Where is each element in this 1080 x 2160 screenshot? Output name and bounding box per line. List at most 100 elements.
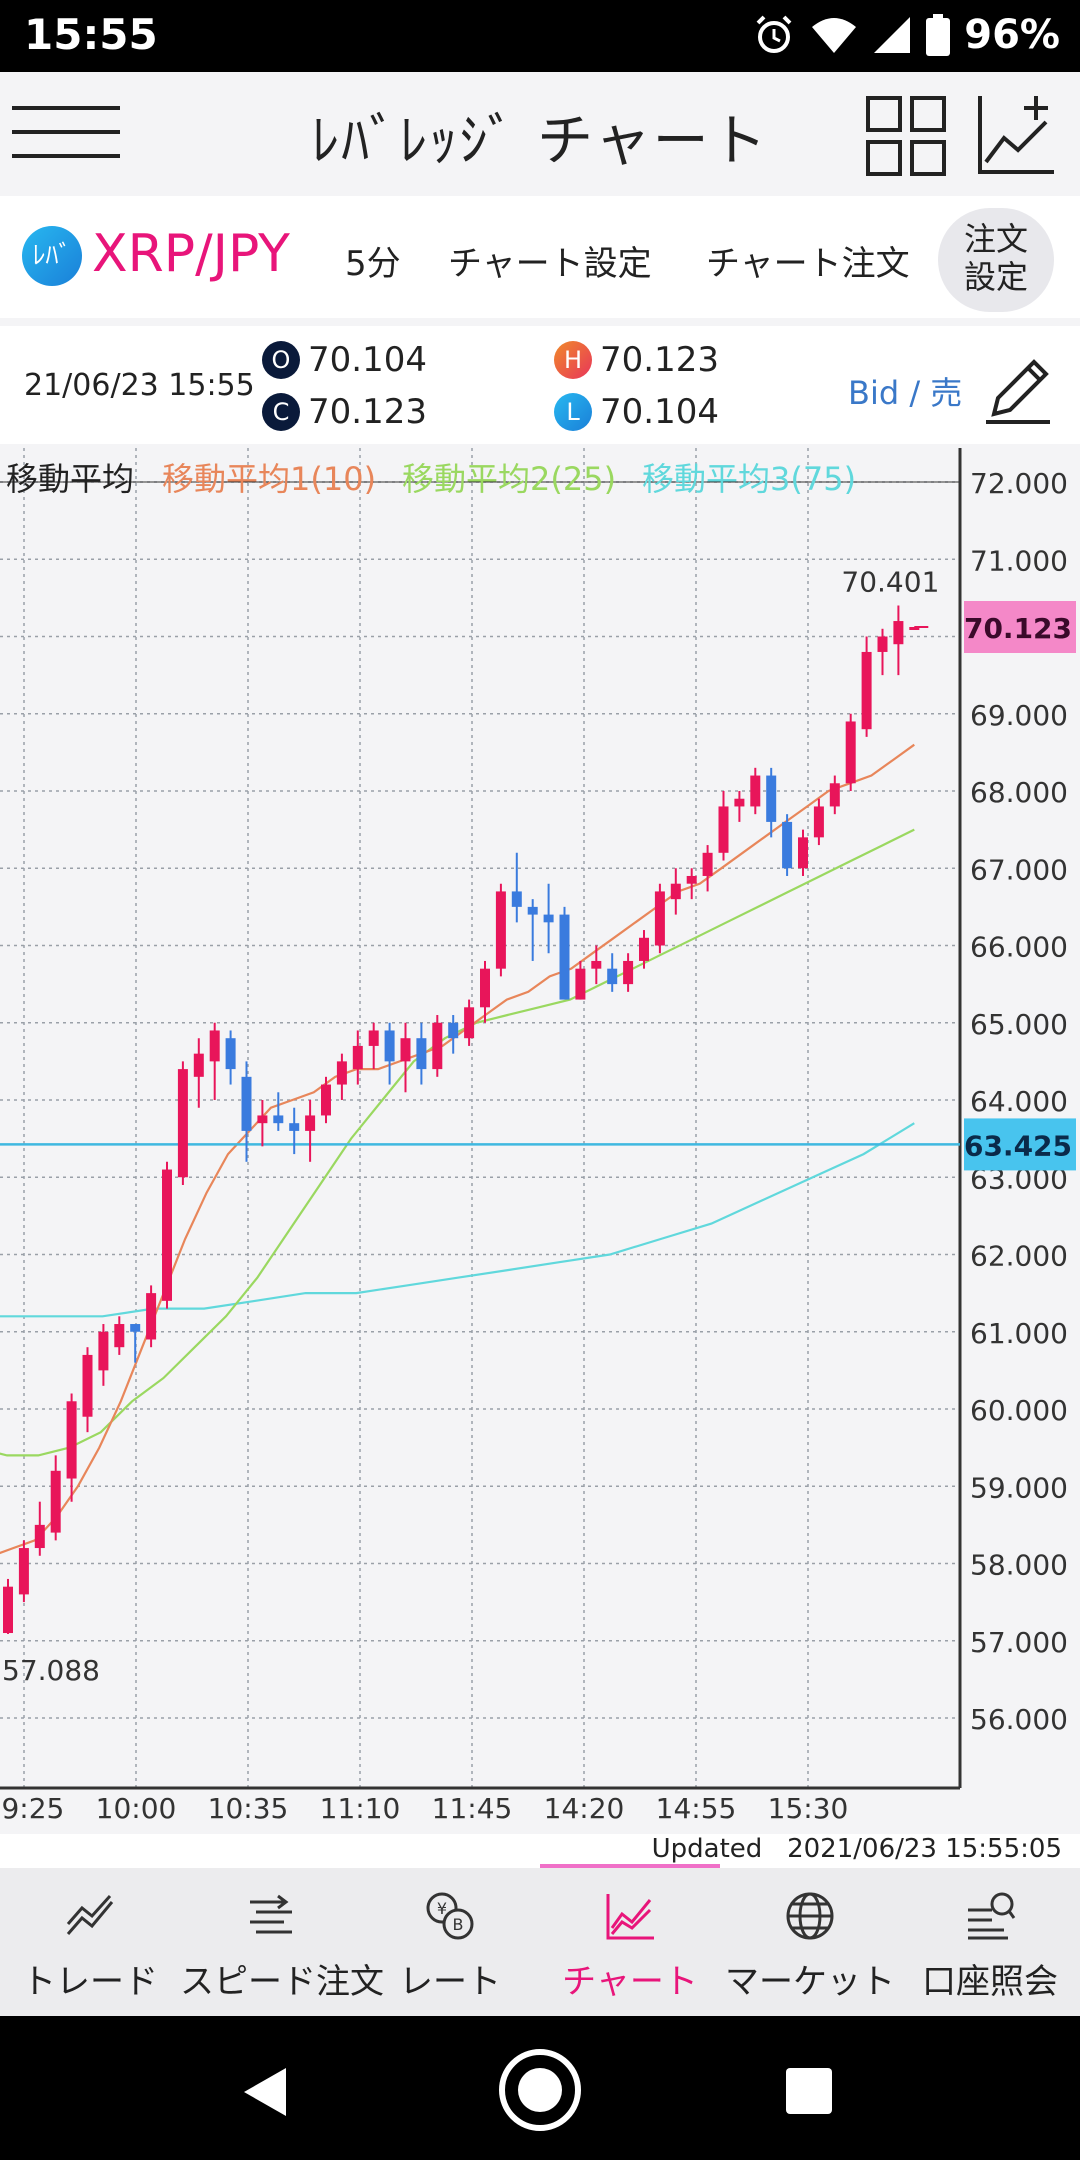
- candle-body: [686, 875, 697, 884]
- wifi-icon: [812, 18, 857, 53]
- candle-body: [702, 852, 713, 876]
- menu-icon[interactable]: [12, 102, 122, 162]
- currency-pair[interactable]: XRP/JPY: [92, 224, 290, 284]
- y-tick-label: 59.000: [970, 1471, 1068, 1504]
- legend-entry: 移動平均2(25): [402, 460, 616, 498]
- candle-body: [766, 775, 777, 822]
- pen-icon[interactable]: [982, 354, 1054, 426]
- open-value: O 70.104: [262, 340, 427, 380]
- candle-body: [3, 1586, 13, 1634]
- low-price: 70.104: [600, 392, 719, 432]
- back-icon[interactable]: [240, 2066, 290, 2118]
- x-tick-label: 11:10: [320, 1792, 401, 1825]
- x-tick-label: 09:25: [0, 1792, 64, 1825]
- page-title: ﾚﾊﾞﾚｯｼﾞ チャート: [311, 109, 769, 174]
- y-tick-label: 56.000: [970, 1703, 1068, 1736]
- updated-bar: Updated 2021/06/23 15:55:05: [0, 1834, 1080, 1868]
- updated-text: Updated 2021/06/23 15:55:05: [652, 1834, 1062, 1864]
- layout-grid-icon[interactable]: [866, 96, 946, 176]
- order-settings-line2: 設定: [963, 258, 1028, 296]
- y-tick-label: 61.000: [970, 1317, 1068, 1350]
- candle-body: [416, 1038, 427, 1070]
- chart-settings-button[interactable]: チャート設定: [448, 244, 652, 284]
- candle-body: [432, 1022, 443, 1070]
- ohlc-bar: 21/06/23 15:55 O 70.104 C 70.123 H 70.12…: [0, 326, 1080, 444]
- add-chart-icon[interactable]: [976, 92, 1056, 176]
- candle-body: [607, 968, 618, 985]
- current-price-label: 70.123: [964, 612, 1072, 645]
- ohlc-datetime: 21/06/23 15:55: [24, 368, 255, 403]
- candle-body: [909, 626, 920, 630]
- candle-body: [575, 968, 586, 1000]
- chart-order-button[interactable]: チャート注文: [706, 244, 910, 284]
- nav-account[interactable]: 口座照会: [900, 1868, 1080, 2016]
- candle-body: [845, 721, 856, 784]
- y-tick-label: 72.000: [970, 467, 1068, 500]
- y-tick-label: 64.000: [970, 1085, 1068, 1118]
- status-bar: 15:55 96%: [0, 0, 1080, 72]
- high-price: 70.123: [600, 340, 719, 380]
- plot-area: [0, 448, 960, 1788]
- y-tick-label: 57.000: [970, 1626, 1068, 1659]
- app-bar: ﾚﾊﾞﾚｯｼﾞ チャート: [0, 72, 1080, 190]
- nav-rate[interactable]: ¥ B レート: [360, 1868, 540, 2016]
- candle-body: [591, 960, 602, 969]
- candle-body: [368, 1030, 379, 1046]
- candle-body: [448, 1022, 459, 1039]
- legend-entry: 移動平均1(10): [162, 460, 376, 498]
- candle-body: [861, 651, 872, 730]
- candle-body: [257, 1115, 268, 1124]
- candle-body: [130, 1324, 141, 1332]
- candle-body: [527, 906, 538, 915]
- nav-speed-order[interactable]: スピード注文: [180, 1868, 384, 2016]
- bid-ask-toggle[interactable]: Bid / 売: [848, 374, 963, 412]
- trend-icon: [66, 1894, 114, 1935]
- candle-body: [782, 821, 793, 869]
- bottom-nav: トレード スピード注文 ¥ B レート チャート マーケット 口座照会: [0, 1868, 1080, 2016]
- candle-body: [734, 798, 745, 807]
- close-value: C 70.123: [262, 392, 427, 432]
- candle-body: [384, 1030, 395, 1062]
- nav-rate-label: レート: [399, 1962, 501, 2002]
- x-tick-label: 10:35: [208, 1792, 289, 1825]
- candle-body: [480, 968, 490, 1008]
- status-time: 15:55: [24, 10, 158, 59]
- x-tick-label: 15:30: [768, 1792, 849, 1825]
- nav-chart[interactable]: チャート: [540, 1868, 720, 2016]
- x-tick-label: 11:45: [432, 1792, 513, 1825]
- x-tick-label: 10:00: [96, 1792, 177, 1825]
- ma3-line: [0, 1122, 915, 1318]
- home-icon[interactable]: [496, 2046, 584, 2134]
- candle-body: [623, 960, 634, 985]
- candle-body: [209, 1030, 220, 1062]
- candle-body: [495, 891, 506, 969]
- battery-icon: [926, 14, 951, 56]
- candle-body: [18, 1548, 29, 1595]
- line-price-label: 63.425: [964, 1129, 1072, 1162]
- interval-selector[interactable]: 5分: [345, 244, 401, 284]
- candlestick-chart[interactable]: 72.00071.00070.00069.00068.00067.00066.0…: [0, 448, 1080, 1836]
- y-tick-label: 58.000: [970, 1549, 1068, 1582]
- chart-icon: [606, 1894, 654, 1940]
- candle-body: [813, 806, 824, 838]
- close-badge: C: [262, 393, 300, 431]
- updated-label: Updated: [651, 1834, 763, 1864]
- candle-body: [670, 883, 681, 900]
- x-tick-label: 14:20: [544, 1792, 625, 1825]
- legend-entry: 移動平均: [6, 460, 134, 498]
- min-price-label: 57.088: [2, 1654, 100, 1687]
- price-chart[interactable]: 72.00071.00070.00069.00068.00067.00066.0…: [0, 448, 1080, 1836]
- candle-body: [241, 1076, 252, 1131]
- candle-body: [146, 1293, 157, 1340]
- nav-trade[interactable]: トレード: [0, 1868, 180, 2016]
- candle-body: [829, 783, 840, 807]
- nav-chart-label: チャート: [562, 1962, 698, 2002]
- active-tab-indicator: [540, 1864, 720, 1870]
- nav-market[interactable]: マーケット: [720, 1868, 900, 2016]
- y-tick-label: 66.000: [970, 931, 1068, 964]
- recents-icon[interactable]: [786, 2068, 832, 2114]
- candle-body: [511, 891, 522, 907]
- open-price: 70.104: [308, 340, 427, 380]
- order-settings-button[interactable]: 注文 設定: [938, 208, 1054, 312]
- pair-bar: ﾚﾊﾞ XRP/JPY 5分 チャート設定 チャート注文 注文 設定: [0, 196, 1080, 318]
